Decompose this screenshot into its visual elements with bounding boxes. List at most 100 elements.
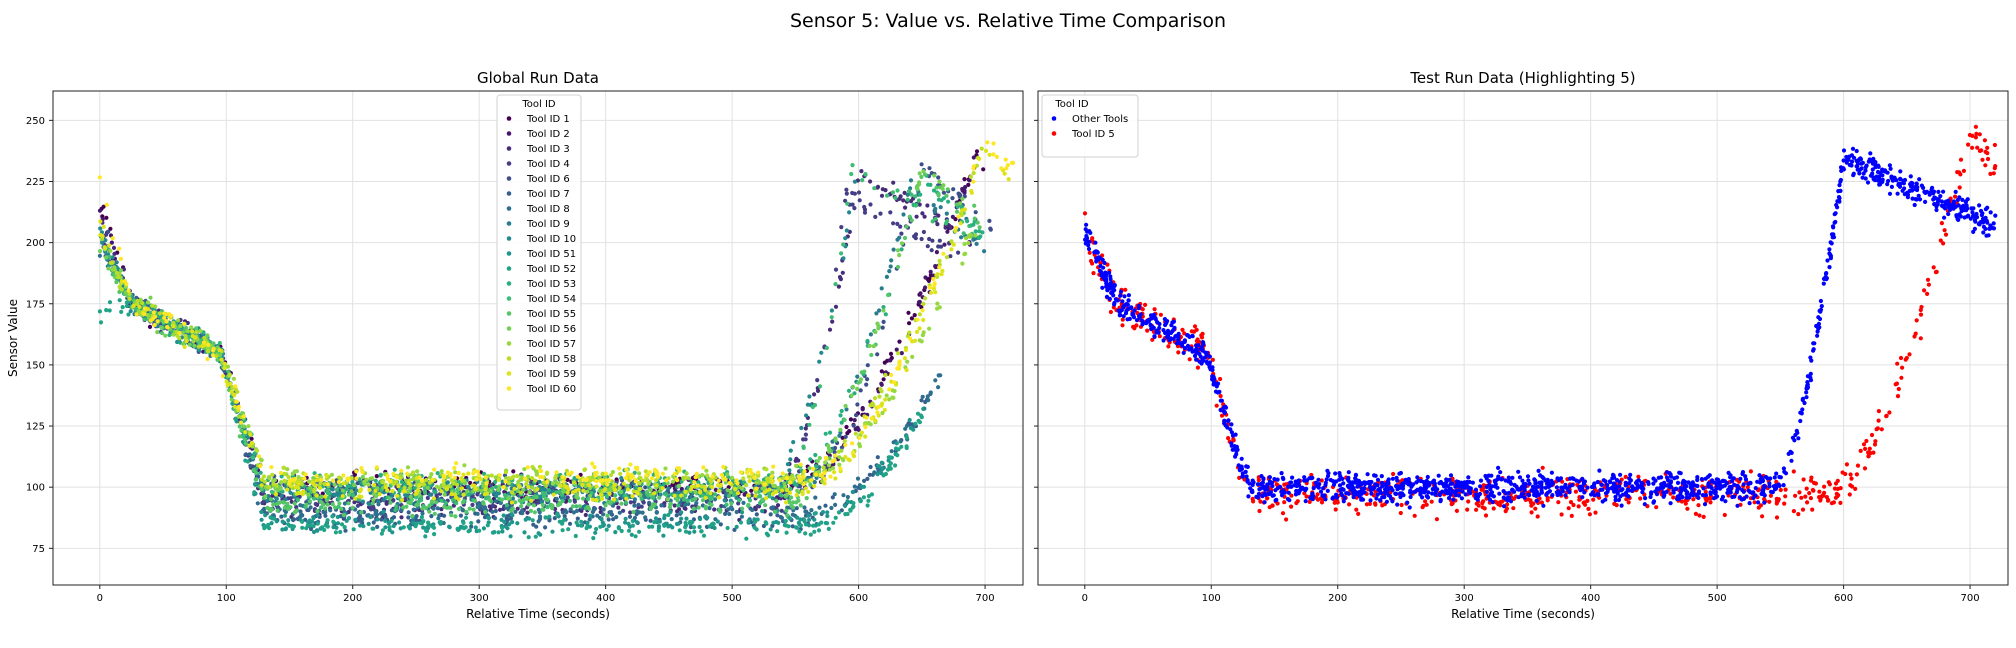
data-point — [926, 398, 931, 403]
legend-entry: Tool ID 59 — [526, 369, 576, 380]
data-point — [198, 328, 203, 333]
y-tick-label: 200 — [26, 238, 45, 249]
data-point — [872, 186, 877, 191]
data-point — [241, 414, 246, 419]
data-point — [279, 514, 284, 519]
data-point — [294, 508, 299, 513]
data-point — [968, 233, 973, 238]
data-point — [908, 199, 914, 204]
data-point — [844, 228, 849, 233]
data-point — [321, 502, 326, 507]
data-point — [554, 496, 559, 501]
data-point — [663, 466, 668, 471]
data-point — [351, 527, 356, 532]
data-point — [434, 500, 439, 505]
data-point — [567, 521, 573, 526]
data-point — [788, 448, 793, 453]
data-point — [354, 476, 359, 481]
data-point — [490, 503, 496, 508]
data-point — [507, 476, 512, 481]
data-point — [979, 146, 984, 151]
data-point — [1914, 318, 1919, 323]
data-point — [406, 515, 411, 520]
data-point — [554, 470, 559, 475]
data-point — [950, 196, 955, 201]
data-point — [833, 453, 838, 458]
data-point — [512, 486, 517, 491]
legend-entry: Tool ID 2 — [526, 129, 570, 140]
legend-entry: Tool ID 57 — [526, 339, 576, 350]
data-point — [523, 517, 528, 522]
data-point — [913, 421, 918, 426]
data-point — [883, 397, 888, 402]
data-point — [918, 192, 923, 197]
data-point — [934, 250, 940, 255]
series-tool-id-10 — [98, 172, 868, 507]
data-point — [852, 418, 857, 423]
data-point — [300, 525, 305, 530]
data-point — [895, 264, 901, 270]
data-point — [675, 509, 680, 514]
data-point — [883, 188, 888, 193]
data-point — [849, 171, 854, 177]
data-point — [297, 490, 302, 495]
data-point — [332, 482, 337, 487]
data-point — [844, 191, 849, 196]
data-point — [1760, 514, 1765, 519]
data-point — [108, 260, 113, 265]
data-point — [916, 198, 922, 203]
legend-marker — [506, 356, 512, 361]
data-point — [231, 376, 236, 381]
data-point — [927, 166, 932, 171]
data-point — [896, 351, 901, 356]
legend-marker — [506, 266, 512, 271]
data-point — [310, 481, 315, 486]
data-point — [739, 486, 744, 491]
data-point — [601, 507, 606, 512]
data-point — [1953, 194, 1958, 199]
data-point — [471, 507, 476, 512]
data-point — [851, 423, 856, 428]
data-point — [827, 430, 833, 435]
data-point — [699, 484, 704, 489]
data-point — [798, 523, 804, 528]
data-point — [960, 261, 965, 266]
data-point — [419, 515, 424, 520]
data-point — [442, 492, 447, 497]
data-point — [1992, 142, 1997, 148]
data-point — [273, 491, 278, 497]
data-point — [801, 444, 806, 449]
data-point — [618, 471, 623, 476]
data-point — [785, 513, 790, 518]
data-point — [415, 469, 420, 474]
data-point — [469, 520, 474, 526]
data-point — [371, 520, 376, 525]
data-point — [258, 470, 263, 475]
data-point — [550, 481, 556, 486]
data-point — [189, 325, 194, 330]
data-point — [853, 431, 858, 436]
data-point — [919, 415, 924, 420]
data-point — [285, 501, 290, 506]
data-point — [466, 484, 471, 489]
data-point — [611, 497, 617, 502]
data-point — [137, 304, 142, 309]
data-point — [987, 218, 992, 223]
data-point — [330, 514, 335, 519]
data-point — [515, 521, 520, 526]
data-point — [700, 473, 705, 478]
data-point — [538, 514, 543, 519]
data-point — [1876, 409, 1881, 414]
data-point — [958, 193, 963, 198]
data-point — [746, 493, 751, 498]
data-point — [704, 468, 709, 473]
data-point — [730, 475, 735, 480]
data-point — [675, 503, 681, 508]
data-point — [832, 470, 837, 475]
data-point — [1805, 500, 1810, 505]
data-point — [854, 413, 859, 418]
data-point — [249, 436, 254, 441]
legend-entry: Tool ID 60 — [526, 384, 576, 395]
data-point — [938, 205, 943, 210]
data-point — [341, 481, 346, 486]
